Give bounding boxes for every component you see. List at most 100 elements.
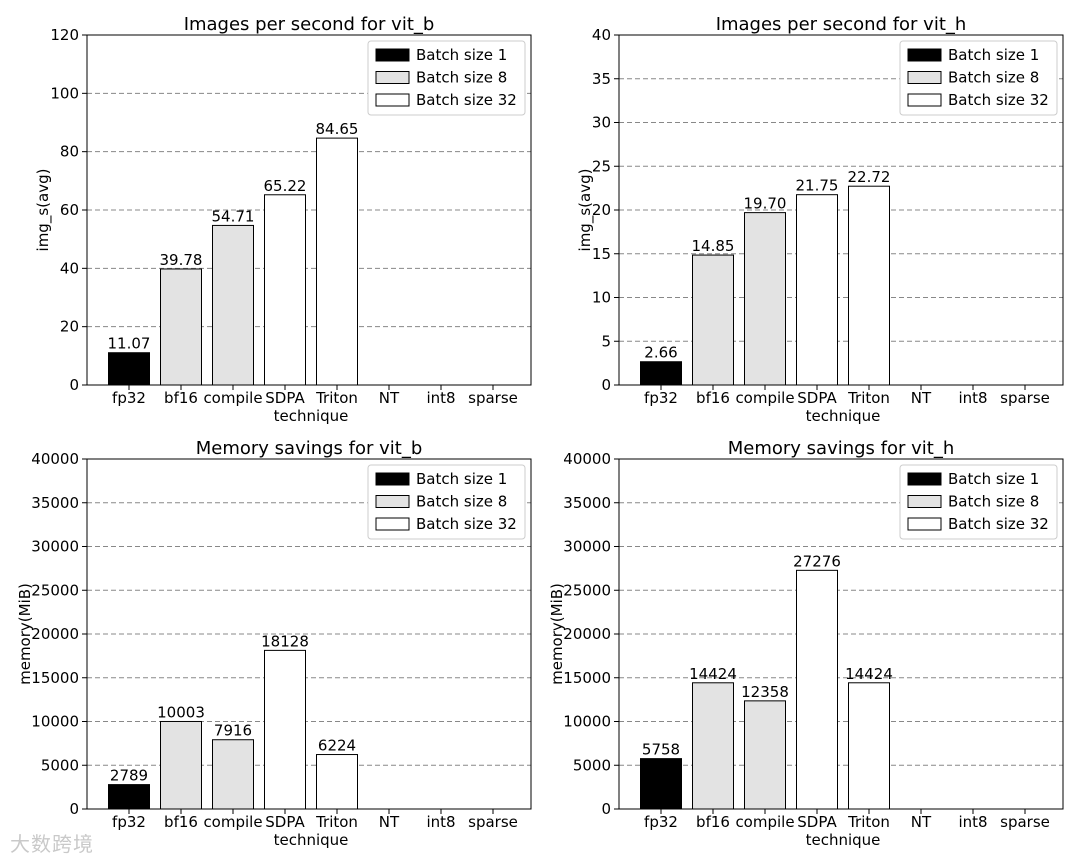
y-axis-label: memory(MiB) bbox=[16, 583, 34, 685]
x-axis-label: technique bbox=[806, 407, 881, 425]
x-tick-label: Triton bbox=[315, 389, 358, 407]
legend-swatch bbox=[375, 495, 410, 508]
x-tick-label: fp32 bbox=[112, 389, 146, 407]
bar-value-label: 84.65 bbox=[316, 120, 359, 138]
axes-frame bbox=[618, 458, 1064, 810]
x-tick-label: bf16 bbox=[164, 389, 198, 407]
y-tick-label: 0 bbox=[601, 376, 611, 394]
bar-value-label: 14424 bbox=[845, 665, 893, 683]
bar-bf16 bbox=[692, 682, 734, 810]
legend-label: Batch size 1 bbox=[416, 470, 507, 488]
chart-title: Memory savings for vit_h bbox=[728, 438, 955, 459]
y-tick-label: 35000 bbox=[563, 494, 611, 512]
chart-panel-3: 0 5000 10000 15000 20000 25000 30000 35000 40000… bbox=[16, 438, 532, 849]
legend-label: Batch size 1 bbox=[416, 46, 507, 64]
x-tick-label: NT bbox=[911, 389, 932, 407]
x-tick-label: fp32 bbox=[644, 813, 678, 831]
y-tick-label: 25000 bbox=[563, 581, 611, 599]
x-tick-label: NT bbox=[379, 389, 400, 407]
x-tick-label: NT bbox=[379, 813, 400, 831]
bar-value-label: 27276 bbox=[793, 552, 841, 570]
bar-SDPA bbox=[264, 649, 306, 810]
legend-swatch bbox=[375, 71, 410, 84]
legend-swatch bbox=[907, 495, 942, 508]
bar-value-label: 10003 bbox=[157, 703, 205, 721]
y-tick-label: 15 bbox=[592, 245, 611, 263]
bar-value-label: 22.72 bbox=[848, 168, 891, 186]
legend-swatch bbox=[375, 48, 410, 62]
bar-fp32 bbox=[108, 352, 150, 386]
legend-swatch bbox=[907, 517, 942, 531]
legend-label: Batch size 8 bbox=[416, 493, 507, 511]
y-tick-label: 0 bbox=[69, 376, 79, 394]
bar-compile bbox=[212, 739, 254, 810]
x-tick-label: sparse bbox=[1000, 389, 1050, 407]
bar-SDPA bbox=[796, 569, 838, 810]
bar-SDPA bbox=[264, 194, 306, 386]
x-tick-label: SDPA bbox=[265, 389, 305, 407]
chart-panel-2: 0 5 10 15 20 25 30 35 40 2.66 fp32 14.85 bf16 19.70 co… bbox=[576, 14, 1064, 425]
x-tick-label: Triton bbox=[847, 389, 890, 407]
y-tick-label: 120 bbox=[50, 26, 79, 44]
legend-swatch bbox=[907, 48, 942, 62]
x-tick-label: int8 bbox=[426, 389, 455, 407]
legend-label: Batch size 32 bbox=[948, 91, 1049, 109]
legend-label: Batch size 1 bbox=[948, 46, 1039, 64]
y-tick-label: 5000 bbox=[573, 756, 611, 774]
y-tick-label: 30 bbox=[592, 114, 611, 132]
x-tick-label: fp32 bbox=[112, 813, 146, 831]
legend-label: Batch size 8 bbox=[416, 69, 507, 87]
x-axis-label: technique bbox=[806, 831, 881, 849]
bar-SDPA bbox=[796, 194, 838, 386]
bar-Triton bbox=[848, 185, 890, 386]
y-tick-label: 20000 bbox=[563, 625, 611, 643]
y-tick-label: 15000 bbox=[31, 669, 79, 687]
y-tick-label: 10000 bbox=[563, 713, 611, 731]
bar-fp32 bbox=[108, 784, 150, 810]
bar-value-label: 2.66 bbox=[644, 344, 677, 362]
x-tick-label: SDPA bbox=[797, 813, 837, 831]
y-axis-label: img_s(avg) bbox=[576, 169, 595, 252]
legend-swatch bbox=[375, 93, 410, 107]
bar-value-label: 7916 bbox=[214, 722, 252, 740]
y-axis-label: img_s(avg) bbox=[34, 169, 53, 252]
x-tick-label: fp32 bbox=[644, 389, 678, 407]
bar-compile bbox=[212, 224, 254, 386]
bar-compile bbox=[744, 700, 786, 810]
y-tick-label: 35 bbox=[592, 70, 611, 88]
axes-frame bbox=[618, 34, 1064, 386]
y-tick-label: 20000 bbox=[31, 625, 79, 643]
y-tick-label: 40000 bbox=[31, 450, 79, 468]
y-tick-label: 40 bbox=[592, 26, 611, 44]
y-tick-label: 40 bbox=[60, 259, 79, 277]
bar-value-label: 19.70 bbox=[744, 195, 787, 213]
legend-label: Batch size 32 bbox=[416, 515, 517, 533]
y-tick-label: 25 bbox=[592, 157, 611, 175]
bar-fp32 bbox=[640, 758, 682, 810]
bar-value-label: 11.07 bbox=[108, 335, 151, 353]
legend-swatch bbox=[907, 472, 942, 486]
axes-frame bbox=[86, 458, 532, 810]
bar-bf16 bbox=[160, 720, 202, 810]
bar-value-label: 14.85 bbox=[692, 237, 735, 255]
bar-bf16 bbox=[692, 254, 734, 386]
x-tick-label: compile bbox=[735, 389, 794, 407]
chart-title: Images per second for vit_b bbox=[184, 14, 435, 35]
y-tick-label: 30000 bbox=[563, 538, 611, 556]
chart-title: Images per second for vit_h bbox=[716, 14, 967, 35]
legend-label: Batch size 8 bbox=[948, 493, 1039, 511]
x-tick-label: bf16 bbox=[696, 813, 730, 831]
y-tick-label: 80 bbox=[60, 143, 79, 161]
y-tick-label: 35000 bbox=[31, 494, 79, 512]
legend-swatch bbox=[375, 517, 410, 531]
legend-label: Batch size 1 bbox=[948, 470, 1039, 488]
y-tick-label: 0 bbox=[601, 800, 611, 818]
y-tick-label: 40000 bbox=[563, 450, 611, 468]
y-tick-label: 25000 bbox=[31, 581, 79, 599]
y-tick-label: 10000 bbox=[31, 713, 79, 731]
legend-swatch bbox=[907, 93, 942, 107]
x-tick-label: SDPA bbox=[797, 389, 837, 407]
legend-label: Batch size 32 bbox=[416, 91, 517, 109]
bar-value-label: 54.71 bbox=[212, 207, 255, 225]
bar-bf16 bbox=[160, 268, 202, 386]
